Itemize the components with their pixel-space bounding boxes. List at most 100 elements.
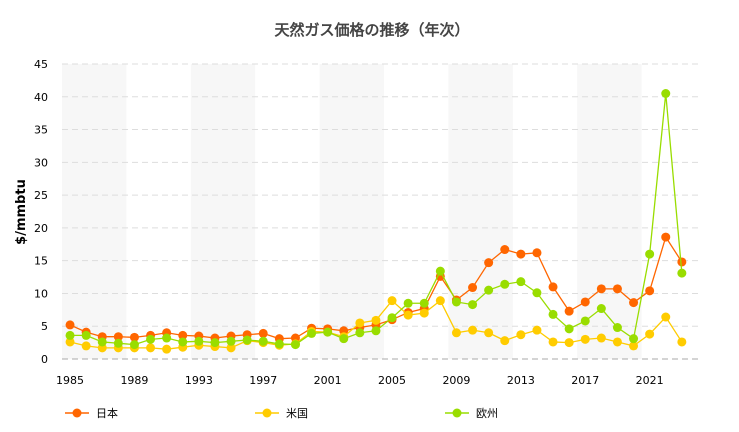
- data-point: [146, 334, 156, 344]
- data-point: [210, 338, 220, 348]
- data-point: [274, 339, 284, 349]
- y-tick-label: 30: [34, 156, 48, 169]
- data-point: [355, 318, 365, 328]
- data-point: [564, 338, 574, 348]
- data-point: [580, 316, 590, 326]
- data-point: [645, 329, 655, 339]
- data-point: [629, 341, 639, 351]
- data-point: [81, 341, 91, 351]
- data-point: [419, 308, 429, 318]
- y-tick-label: 45: [34, 58, 48, 71]
- y-tick-label: 25: [34, 189, 48, 202]
- y-tick-label: 40: [34, 91, 48, 104]
- data-point: [677, 268, 687, 278]
- data-point: [548, 309, 558, 319]
- y-tick-label: 5: [41, 320, 48, 333]
- data-point: [162, 344, 172, 354]
- x-tick-label: 2009: [442, 374, 470, 387]
- legend-label: 米国: [286, 407, 308, 420]
- data-point: [532, 325, 542, 335]
- data-point: [65, 337, 75, 347]
- data-point: [580, 297, 590, 307]
- data-point: [178, 337, 188, 347]
- legend-marker: [262, 408, 272, 418]
- data-point: [661, 232, 671, 242]
- data-point: [226, 336, 236, 346]
- data-point: [645, 286, 655, 296]
- y-tick-label: 10: [34, 287, 48, 300]
- data-point: [629, 334, 639, 344]
- data-point: [419, 298, 429, 308]
- data-point: [194, 336, 204, 346]
- data-point: [645, 249, 655, 259]
- x-tick-label: 1993: [185, 374, 213, 387]
- data-point: [355, 328, 365, 338]
- data-point: [178, 330, 188, 340]
- data-point: [564, 324, 574, 334]
- data-point: [403, 310, 413, 320]
- data-point: [484, 258, 494, 268]
- data-point: [226, 343, 236, 353]
- legend-marker: [452, 408, 462, 418]
- background-band: [62, 64, 127, 359]
- data-point: [339, 334, 349, 344]
- data-point: [307, 328, 317, 338]
- data-point: [97, 337, 107, 347]
- data-point: [532, 248, 542, 258]
- x-tick-label: 2013: [507, 374, 535, 387]
- data-point: [371, 315, 381, 325]
- data-point: [146, 343, 156, 353]
- background-band: [448, 64, 513, 359]
- data-point: [661, 89, 671, 98]
- data-point: [484, 285, 494, 295]
- data-point: [435, 296, 445, 306]
- x-tick-label: 2017: [571, 374, 599, 387]
- data-point: [612, 337, 622, 347]
- x-tick-label: 2021: [636, 374, 664, 387]
- x-tick-label: 1985: [56, 374, 84, 387]
- data-point: [162, 333, 172, 343]
- chart-title: 天然ガス価格の推移（年次）: [274, 21, 469, 39]
- data-point: [548, 282, 558, 292]
- data-point: [580, 334, 590, 344]
- data-point: [596, 333, 606, 343]
- data-point: [435, 266, 445, 276]
- data-point: [548, 337, 558, 347]
- data-point: [532, 288, 542, 298]
- data-point: [387, 313, 397, 323]
- background-band: [319, 64, 384, 359]
- legend-label: 欧州: [476, 407, 498, 420]
- legend-label: 日本: [96, 406, 118, 420]
- x-tick-label: 2005: [378, 374, 406, 387]
- data-point: [500, 336, 510, 346]
- data-point: [596, 304, 606, 314]
- data-point: [290, 340, 300, 350]
- data-point: [371, 326, 381, 336]
- data-point: [129, 332, 139, 342]
- data-point: [612, 323, 622, 333]
- data-point: [258, 328, 268, 338]
- data-point: [451, 328, 461, 338]
- data-point: [468, 325, 478, 335]
- data-point: [516, 277, 526, 287]
- data-point: [387, 296, 397, 306]
- x-tick-label: 2001: [314, 374, 342, 387]
- data-point: [451, 297, 461, 307]
- data-point: [500, 245, 510, 255]
- x-tick-label: 1989: [120, 374, 148, 387]
- data-point: [612, 284, 622, 294]
- x-tick-label: 1997: [249, 374, 277, 387]
- data-point: [484, 328, 494, 338]
- data-point: [258, 336, 268, 346]
- y-tick-label: 35: [34, 124, 48, 137]
- data-point: [323, 327, 333, 337]
- data-point: [661, 312, 671, 322]
- data-point: [596, 284, 606, 294]
- legend-marker: [72, 408, 82, 418]
- data-point: [677, 337, 687, 347]
- data-point: [65, 330, 75, 340]
- data-point: [403, 298, 413, 308]
- data-point: [81, 330, 91, 340]
